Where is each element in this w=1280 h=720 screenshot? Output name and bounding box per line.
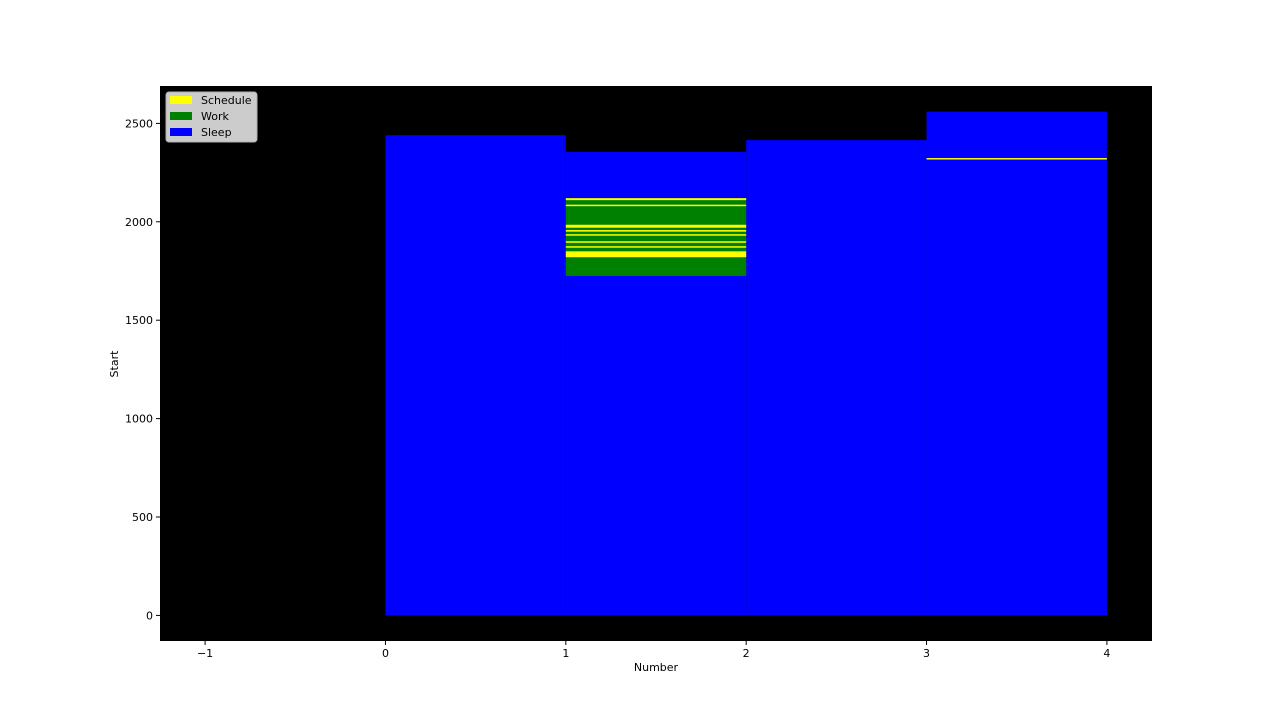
- legend-label-work: Work: [201, 110, 229, 123]
- y-tick-label: 1500: [125, 314, 153, 327]
- y-tick-label: 0: [146, 609, 153, 622]
- bar-schedule-2: [565, 224, 747, 228]
- legend: Schedule Work Sleep: [165, 91, 258, 143]
- legend-swatch-work: [170, 112, 192, 120]
- bar-work-0: [565, 198, 747, 276]
- x-tick-label: 1: [562, 647, 569, 660]
- axes-layer: −1 0 1 2 3 4 0 500 1000 1500 2000 2500: [125, 117, 1110, 660]
- y-tick-label: 2500: [125, 117, 153, 130]
- x-tick-label: 0: [382, 647, 389, 660]
- x-tick-label: 4: [1103, 647, 1110, 660]
- bar-schedule-7: [565, 251, 747, 258]
- y-axis-label: Start: [108, 350, 121, 378]
- bars-layer: [385, 111, 1107, 616]
- bar-schedule-0: [565, 198, 747, 201]
- legend-label-sleep: Sleep: [201, 126, 232, 139]
- bar-schedule-1: [565, 204, 747, 207]
- bar-sleep-0: [385, 135, 566, 616]
- y-tick-label: 500: [132, 511, 153, 524]
- bar-schedule-6: [565, 246, 747, 248]
- bar-schedule-5: [565, 241, 747, 243]
- y-tick-label: 2000: [125, 216, 153, 229]
- legend-swatch-schedule: [170, 96, 192, 104]
- x-tick-label: −1: [197, 647, 213, 660]
- bar-sleep-2: [746, 140, 927, 616]
- bar-schedule-4: [565, 234, 747, 236]
- x-tick-label: 2: [743, 647, 750, 660]
- x-tick-label: 3: [923, 647, 930, 660]
- legend-label-schedule: Schedule: [201, 94, 252, 107]
- legend-swatch-sleep: [170, 128, 192, 136]
- bar-schedule-8: [926, 158, 1107, 160]
- y-tick-label: 1000: [125, 413, 153, 426]
- bar-sleep-3: [926, 111, 1107, 616]
- x-axis-label: Number: [634, 661, 679, 674]
- bar-schedule-3: [565, 230, 747, 232]
